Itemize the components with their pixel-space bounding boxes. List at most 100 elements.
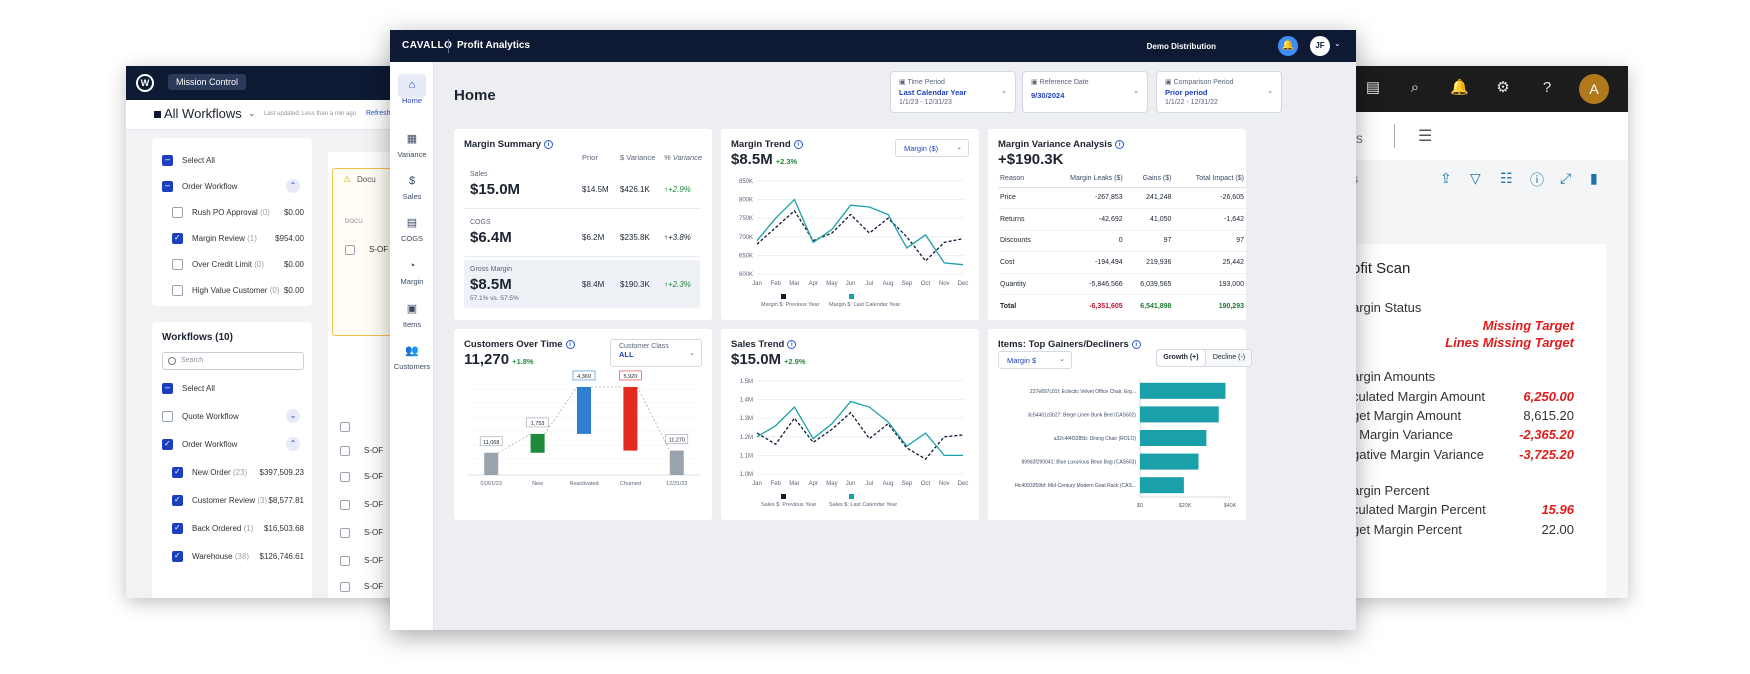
chevron-up-icon[interactable]: ⌃: [286, 437, 300, 451]
workflow-row[interactable]: Rush PO Approval (0) $0.00: [172, 206, 304, 220]
row-checkbox[interactable]: [340, 528, 350, 538]
nav-home[interactable]: ⌂ Home: [390, 74, 434, 118]
order-row[interactable]: S-OF: [340, 500, 383, 510]
table-row[interactable]: Price -267,853 241,248 -26,605: [998, 187, 1246, 210]
chevron-down-icon[interactable]: ⌄: [248, 108, 256, 118]
chevron-up-icon[interactable]: ⌃: [286, 179, 300, 193]
select-all-orders[interactable]: [340, 422, 364, 432]
items-metric-dropdown[interactable]: Margin $ ⌄: [998, 351, 1072, 369]
order-row[interactable]: S-OF: [340, 556, 383, 566]
row-checkbox[interactable]: [345, 245, 355, 255]
search-icon[interactable]: ⌕: [1410, 79, 1420, 96]
row-checkbox[interactable]: [340, 556, 350, 566]
chevron-down-icon[interactable]: ⌄: [286, 409, 300, 423]
workflow-checkbox[interactable]: [172, 259, 183, 270]
order-workflow-row[interactable]: Order Workflow ⌃: [162, 179, 304, 194]
workflow-row[interactable]: New Order (23) $397,509.23: [172, 466, 304, 480]
summary-row-sales[interactable]: Sales $15.0M $14.5M $426.1K ↑+2.9%: [464, 165, 700, 209]
bell-icon[interactable]: 🔔: [1278, 36, 1298, 56]
table-row[interactable]: Discounts 0 97 97: [998, 230, 1246, 253]
help-icon[interactable]: ?: [1542, 79, 1552, 96]
list-icon[interactable]: ☷: [1500, 170, 1513, 186]
gear-icon[interactable]: ⚙: [1496, 79, 1510, 96]
avatar[interactable]: JF: [1310, 36, 1330, 56]
filter-icon[interactable]: ▽: [1470, 170, 1481, 186]
workflow-row[interactable]: Back Ordered (1) $16,503.68: [172, 522, 304, 536]
order-workflow-row[interactable]: Order Workflow ⌃: [162, 437, 304, 452]
customer-class-dropdown[interactable]: Customer Class ALL ⌄: [610, 339, 702, 367]
bookmark-icon[interactable]: ▮: [1590, 170, 1598, 186]
quote-workflow-row[interactable]: Quote Workflow ⌄: [162, 409, 304, 424]
row-checkbox[interactable]: [340, 500, 350, 510]
menu-icon[interactable]: ☰: [1418, 128, 1433, 145]
table-row[interactable]: Returns -42,692 41,050 -1,642: [998, 208, 1246, 231]
order-row[interactable]: S-OF: [340, 582, 383, 592]
nav-customers[interactable]: 👥 Customers: [390, 344, 434, 384]
order-row[interactable]: S-OF: [345, 245, 388, 255]
mission-control-pill[interactable]: Mission Control: [168, 74, 247, 90]
workflow-row[interactable]: Over Credit Limit (0) $0.00: [172, 258, 304, 272]
row-checkbox[interactable]: [340, 472, 350, 482]
brand-logo[interactable]: CAVALLO: [402, 40, 453, 51]
nav-items[interactable]: ▣ Items: [390, 302, 434, 342]
order-workflow-checkbox[interactable]: [162, 180, 173, 192]
workflow-row[interactable]: Customer Review (3)$8,577.81: [172, 494, 304, 508]
all-workflows-title[interactable]: All Workflows: [164, 106, 242, 121]
workflow-search-input[interactable]: Search: [162, 352, 304, 370]
workflow-row[interactable]: High Value Customer (0) $0.00: [172, 284, 304, 298]
table-row[interactable]: Cost -194,494 219,936 25,442: [998, 251, 1246, 274]
workflow-checkbox[interactable]: [172, 207, 183, 218]
comparison-period-filter[interactable]: ▣ Comparison Period Prior period 1/1/22 …: [1156, 71, 1282, 113]
order-row[interactable]: S-OF: [340, 472, 383, 482]
tab-decline[interactable]: Decline (-): [1212, 354, 1246, 361]
nav-sales[interactable]: $ Sales: [390, 174, 434, 214]
workflow-checkbox[interactable]: [172, 285, 183, 296]
workflow-label: Warehouse: [192, 552, 233, 561]
info-icon[interactable]: i: [787, 339, 797, 349]
order-row[interactable]: S-OF: [340, 446, 383, 456]
workflow-row[interactable]: Warehouse (38) $126,746.61: [172, 550, 304, 564]
info-icon[interactable]: ⓘ: [1530, 172, 1544, 188]
workflow-checkbox[interactable]: [172, 523, 183, 534]
table-row[interactable]: Quantity -5,846,566 6,039,565 193,000: [998, 273, 1246, 296]
share-icon[interactable]: ⇪: [1440, 170, 1452, 186]
select-all-checkbox[interactable]: [162, 382, 173, 394]
margin-metric-dropdown[interactable]: Margin ($) ⌄: [895, 139, 969, 157]
tab-growth[interactable]: Growth (+): [1157, 350, 1205, 366]
info-icon[interactable]: i: [1115, 139, 1125, 149]
workflow-checkbox[interactable]: [172, 233, 183, 244]
refresh-link[interactable]: Refresh: [366, 110, 391, 117]
info-icon[interactable]: i: [793, 139, 803, 149]
nav-cogs[interactable]: ▤ COGS: [390, 216, 434, 256]
reference-date-filter[interactable]: ▣ Reference Date 9/30/2024 ⌄: [1022, 71, 1148, 113]
order-row[interactable]: S-OF: [340, 528, 383, 538]
summary-row-cogs[interactable]: COGS $6.4M $6.2M $235.8K ↑+3.8%: [464, 213, 700, 257]
time-period-filter[interactable]: ▣ Time Period Last Calendar Year 1/1/23 …: [890, 71, 1016, 113]
nav-margin[interactable]: ◔ Margin: [390, 259, 434, 299]
avatar[interactable]: A: [1579, 74, 1609, 104]
row-checkbox[interactable]: [340, 422, 350, 432]
select-all-row[interactable]: Select All: [162, 382, 304, 396]
row-checkbox[interactable]: [340, 582, 350, 592]
workflow-checkbox[interactable]: [172, 551, 183, 562]
chevron-down-icon[interactable]: ⌄: [1334, 39, 1341, 48]
document-icon[interactable]: ▤: [1365, 79, 1381, 96]
workflow-checkbox[interactable]: [172, 495, 183, 506]
info-icon[interactable]: i: [1131, 339, 1141, 349]
info-icon[interactable]: i: [544, 139, 554, 149]
order-workflow-checkbox[interactable]: [162, 439, 173, 450]
info-icon[interactable]: i: [565, 339, 575, 349]
total-row[interactable]: Total -6,351,605 6,541,898 190,293: [998, 295, 1246, 317]
tab-label[interactable]: ts: [1352, 130, 1363, 146]
quote-workflow-checkbox[interactable]: [162, 411, 173, 422]
nav-variance[interactable]: ▦ Variance: [390, 132, 434, 172]
workflow-checkbox[interactable]: [172, 467, 183, 478]
select-all-row[interactable]: Select All: [162, 154, 304, 168]
row-checkbox[interactable]: [340, 446, 350, 456]
expand-icon[interactable]: ⤢: [1560, 170, 1572, 186]
organization-name[interactable]: Demo Distribution: [1146, 42, 1216, 51]
select-all-checkbox[interactable]: [162, 154, 173, 166]
bell-icon[interactable]: 🔔: [1450, 79, 1469, 96]
workflow-row[interactable]: Margin Review (1) $954.00: [172, 232, 304, 246]
summary-row-gross-margin[interactable]: Gross Margin $8.5M 57.1% vs. 57.5% $8.4M…: [464, 260, 700, 308]
